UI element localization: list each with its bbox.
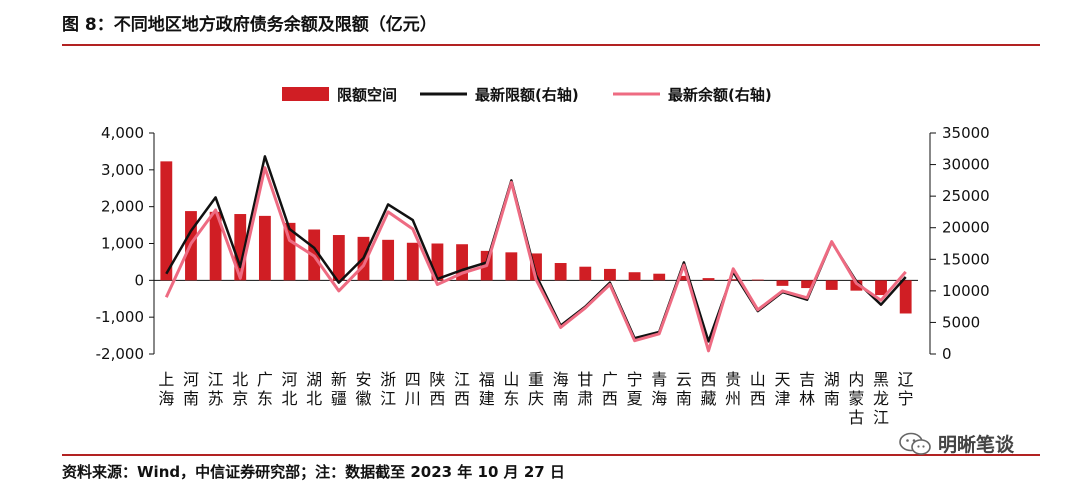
chart-title: 图 8：不同地区地方政府债务余额及限额（亿元） (62, 15, 437, 35)
category-label: 四川 (405, 370, 421, 408)
left-axis-tick-label: -2,000 (96, 345, 144, 363)
left-axis-tick-label: 4,000 (101, 124, 144, 142)
category-label: 广东 (257, 370, 273, 408)
category-label: 湖北 (306, 370, 322, 408)
bar (751, 279, 764, 281)
bar (825, 280, 838, 290)
category-label: 天津 (774, 370, 790, 408)
bar (283, 222, 296, 281)
bar (653, 273, 666, 281)
category-label: 西藏 (701, 370, 717, 408)
category-label: 广西 (602, 370, 618, 408)
category-label: 贵州 (725, 370, 741, 408)
left-axis-tick-label: 1,000 (101, 235, 144, 253)
category-label: 海南 (553, 370, 569, 408)
category-label: 内蒙古 (848, 370, 864, 427)
bar (456, 244, 468, 281)
bar (801, 280, 814, 289)
category-label: 吉林 (799, 370, 815, 408)
category-label: 江西 (454, 370, 470, 408)
line-series (164, 155, 907, 353)
bar (160, 161, 173, 281)
bar (406, 242, 419, 281)
category-label: 浙江 (380, 370, 396, 408)
category-label: 重庆 (528, 370, 544, 408)
bar (431, 243, 444, 281)
wechat-icon (899, 432, 931, 455)
left-axis-tick-label: 3,000 (101, 161, 144, 179)
category-label: 安徽 (355, 370, 371, 408)
category-label: 辽宁 (898, 370, 914, 408)
category-labels: 上海河南江苏北京广东河北湖北新疆安徽浙江四川陕西江西福建山东重庆海南甘肃广西宁夏… (158, 370, 913, 427)
left-axis-tick-label: -1,000 (96, 308, 144, 326)
category-label: 湖南 (824, 370, 840, 408)
legend-swatch-bar (282, 87, 329, 101)
category-label: 福建 (479, 370, 495, 408)
watermark: 明晰笔谈 (898, 430, 1014, 457)
bar (850, 280, 863, 291)
right-axis-tick-label: 0 (942, 345, 952, 363)
balance-line (164, 166, 907, 353)
category-label: 山东 (503, 370, 519, 408)
bar (505, 252, 518, 281)
bar (554, 263, 567, 281)
bar (579, 266, 592, 281)
bar (702, 278, 715, 281)
legend-label: 限额空间 (337, 86, 397, 104)
legend-label: 最新限额(右轴) (475, 86, 579, 104)
category-label: 江苏 (208, 370, 224, 408)
category-label: 黑龙江 (873, 370, 889, 427)
right-axis-tick-label: 15000 (942, 250, 990, 268)
right-axis-tick-label: 30000 (942, 156, 990, 174)
right-axis-tick-label: 25000 (942, 187, 990, 205)
bar (628, 272, 641, 281)
legend-label: 最新余额(右轴) (668, 86, 772, 104)
category-label: 云南 (676, 370, 692, 408)
left-axis-tick-label: 0 (134, 271, 144, 289)
bar (332, 235, 345, 281)
category-label: 青海 (651, 370, 667, 408)
category-label: 陕西 (429, 370, 445, 408)
top-divider (62, 44, 1040, 46)
category-label: 宁夏 (627, 370, 643, 408)
bar (234, 214, 247, 281)
category-label: 新疆 (331, 370, 347, 408)
bar (776, 280, 789, 286)
bar (875, 280, 887, 296)
category-label: 北京 (232, 370, 248, 408)
right-axis-tick-label: 20000 (942, 219, 990, 237)
bar (899, 280, 912, 314)
axes: -2,000 -1,000 0 1,000 2,000 3,000 4,000 0 5000 10… (96, 124, 990, 363)
bar (727, 279, 740, 281)
category-label: 甘肃 (577, 370, 593, 408)
left-axis-tick-label: 2,000 (101, 198, 144, 216)
category-label: 河北 (282, 370, 298, 408)
source-note: 资料来源：Wind，中信证券研究部；注：数据截至 2023 年 10 月 27 … (62, 463, 565, 481)
legend: 限额空间 最新限额(右轴) 最新余额(右轴) (282, 86, 772, 104)
right-axis-tick-label: 10000 (942, 282, 990, 300)
bar (530, 253, 542, 281)
bar (209, 211, 222, 281)
limit-line (165, 155, 907, 343)
bottom-divider (62, 454, 1040, 456)
bar (677, 275, 690, 281)
right-axis-tick-label: 5000 (942, 313, 980, 331)
category-label: 山西 (750, 370, 766, 408)
bar (604, 268, 616, 281)
category-label: 河南 (183, 370, 199, 408)
category-label: 上海 (158, 370, 174, 408)
right-axis-tick-label: 35000 (942, 124, 990, 142)
watermark-text: 明晰笔谈 (938, 434, 1015, 456)
bar (258, 215, 271, 281)
bar (382, 239, 395, 281)
